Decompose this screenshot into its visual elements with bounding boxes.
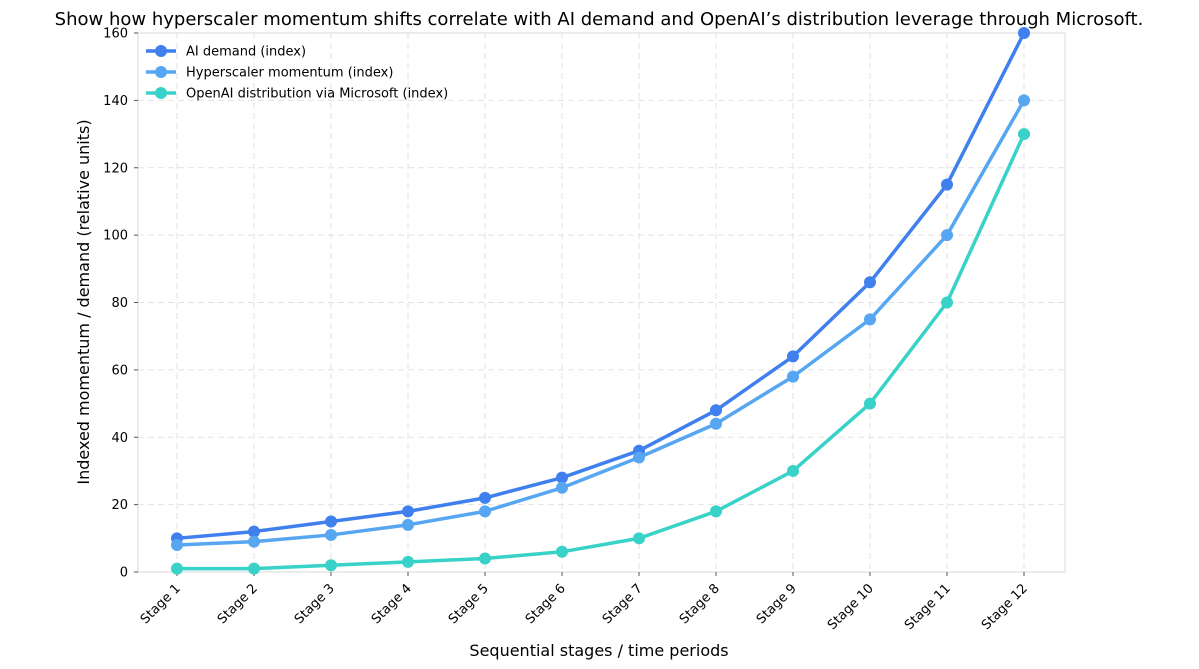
- data-point: [325, 559, 337, 572]
- data-point: [864, 313, 876, 326]
- x-tick-label: Stage 2: [215, 581, 261, 627]
- data-point: [248, 562, 260, 575]
- data-point: [633, 532, 645, 545]
- x-tick-label: Stage 1: [138, 581, 184, 627]
- x-tick-label: Stage 9: [754, 581, 800, 627]
- legend-item: AI demand (index): [146, 45, 306, 60]
- chart-title: Show how hyperscaler momentum shifts cor…: [55, 9, 1144, 30]
- y-tick-label: 120: [103, 161, 128, 176]
- legend-swatch-marker: [155, 45, 167, 57]
- x-axis-label: Sequential stages / time periods: [469, 641, 728, 660]
- series-lines: [171, 27, 1030, 575]
- data-point: [402, 518, 414, 531]
- data-point: [402, 555, 414, 568]
- legend: AI demand (index) Hyperscaler momentum (i…: [146, 45, 448, 102]
- x-tick-label: Stage 8: [677, 581, 723, 627]
- legend-item: OpenAI distribution via Microsoft (index…: [146, 87, 448, 102]
- y-tick-label: 100: [103, 229, 128, 244]
- data-point: [787, 350, 799, 363]
- data-point: [710, 417, 722, 430]
- data-point: [479, 491, 491, 504]
- data-point: [787, 370, 799, 383]
- series-3: [171, 128, 1030, 575]
- data-point: [941, 296, 953, 309]
- data-point: [556, 545, 568, 558]
- y-axis-label: Indexed momentum / demand (relative unit…: [74, 119, 93, 484]
- data-point: [1018, 128, 1030, 141]
- y-tick-label: 140: [103, 94, 128, 109]
- x-tick-label: Stage 3: [292, 581, 338, 627]
- data-point: [864, 397, 876, 410]
- x-tick-label: Stage 11: [902, 581, 954, 633]
- legend-swatch-marker: [155, 66, 167, 78]
- x-tick-label: Stage 10: [825, 581, 877, 633]
- data-point: [710, 505, 722, 518]
- series-line: [175, 31, 1026, 541]
- x-tick-label: Stage 6: [523, 581, 569, 627]
- y-tick-label: 40: [111, 431, 128, 446]
- x-axis-ticks: Stage 1 Stage 2 Stage 3 Stage 4 Stage 5 Stage…: [138, 572, 1031, 633]
- data-point: [402, 505, 414, 518]
- data-point: [1018, 27, 1030, 39]
- y-tick-label: 20: [111, 498, 128, 513]
- data-point: [325, 528, 337, 541]
- data-point: [556, 471, 568, 484]
- data-point: [633, 451, 645, 464]
- data-point: [171, 539, 183, 552]
- y-tick-label: 80: [111, 296, 128, 311]
- x-tick-label: Stage 4: [369, 581, 415, 627]
- data-point: [325, 515, 337, 528]
- data-point: [248, 525, 260, 538]
- grid: [138, 32, 1065, 573]
- legend-swatch-marker: [155, 87, 167, 99]
- series-line: [175, 98, 1026, 547]
- data-point: [710, 404, 722, 417]
- legend-label: Hyperscaler momentum (index): [186, 66, 393, 81]
- data-point: [1018, 94, 1030, 107]
- y-tick-label: 0: [120, 566, 128, 581]
- data-point: [787, 464, 799, 477]
- data-point: [556, 481, 568, 494]
- x-tick-label: Stage 5: [446, 581, 492, 627]
- series-2: [171, 94, 1030, 552]
- data-point: [248, 535, 260, 548]
- series-line: [175, 132, 1026, 571]
- y-tick-label: 60: [111, 363, 128, 378]
- data-point: [941, 178, 953, 191]
- series-1: [171, 27, 1030, 545]
- legend-label: AI demand (index): [186, 45, 306, 60]
- x-tick-label: Stage 7: [600, 581, 646, 627]
- data-point: [479, 552, 491, 565]
- data-point: [479, 505, 491, 518]
- data-point: [941, 229, 953, 242]
- legend-item: Hyperscaler momentum (index): [146, 66, 393, 81]
- data-point: [864, 276, 876, 289]
- y-axis-ticks: 0 20 40 60 80 100 120 140 160: [103, 27, 138, 581]
- data-point: [171, 562, 183, 575]
- legend-label: OpenAI distribution via Microsoft (index…: [186, 87, 448, 102]
- y-tick-label: 160: [103, 27, 128, 42]
- x-tick-label: Stage 12: [979, 581, 1031, 633]
